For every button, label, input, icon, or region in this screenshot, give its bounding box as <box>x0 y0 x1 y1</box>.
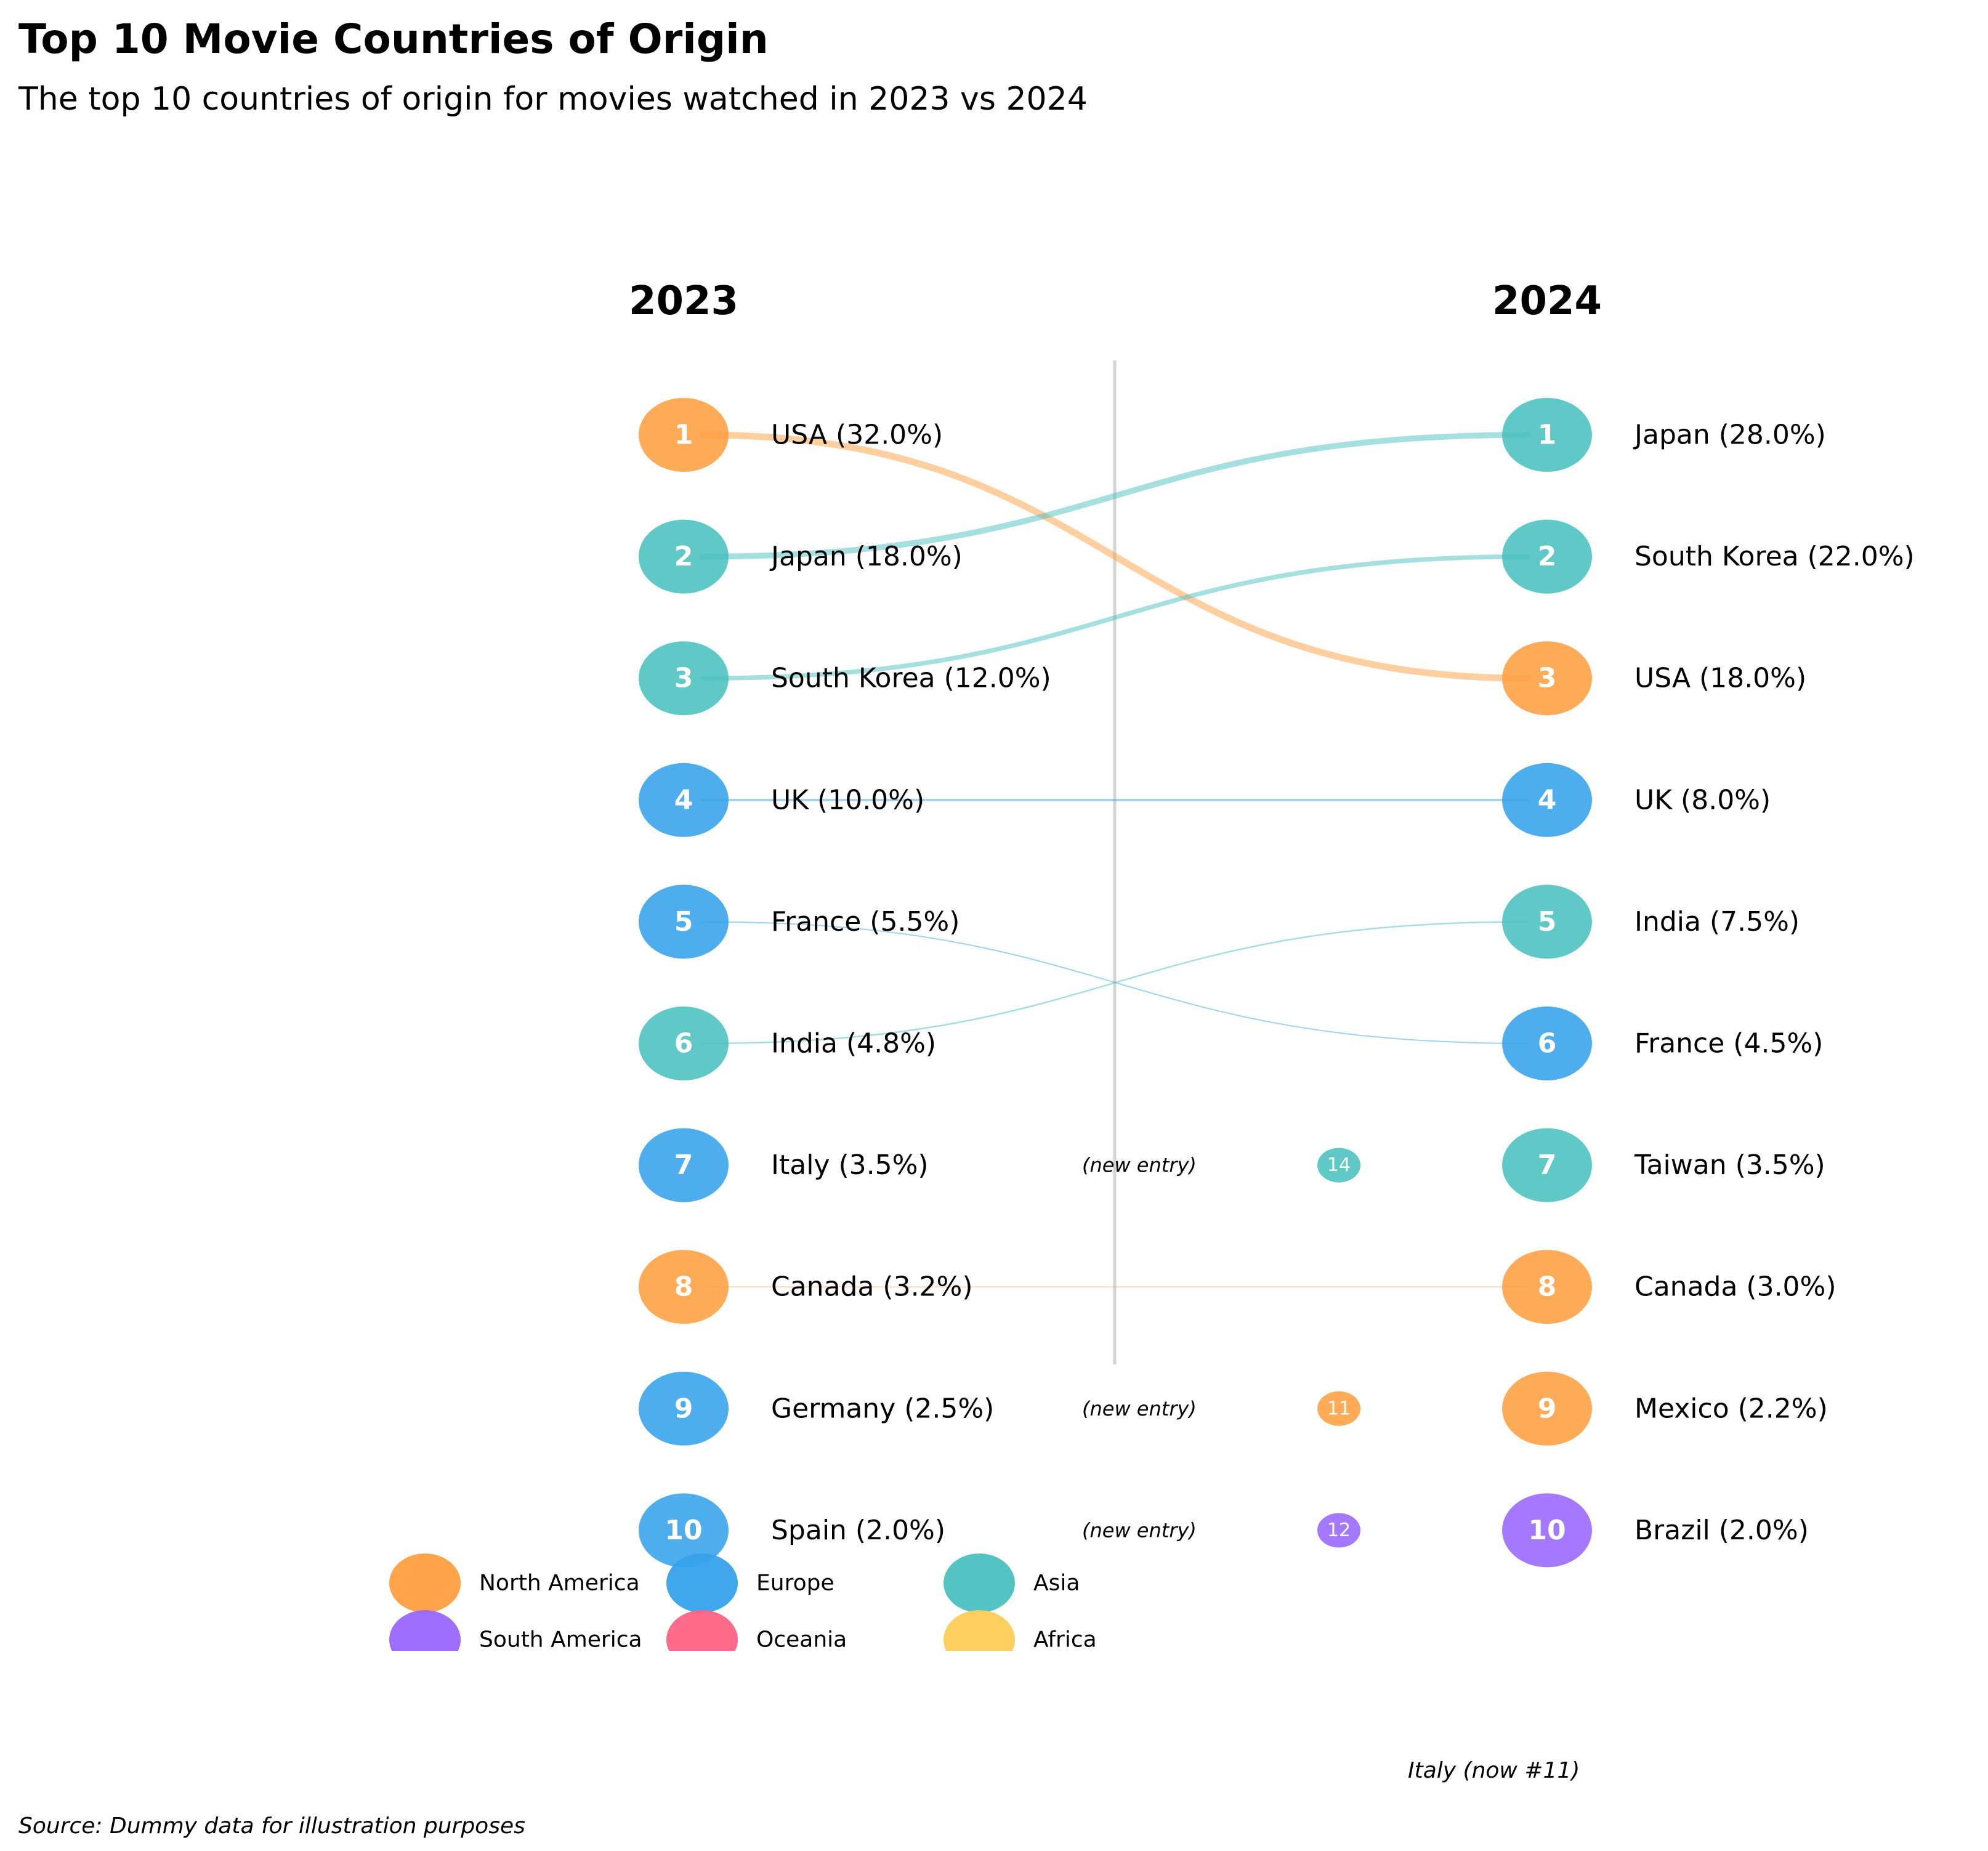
rank-number-2023-1: 1 <box>674 419 693 451</box>
marker-2024-rank-3 <box>1502 641 1592 716</box>
legend-swatch-africa <box>943 1610 1015 1651</box>
legend-swatch-oceania <box>666 1610 738 1651</box>
legend-label-south-america: South America <box>479 1627 642 1653</box>
country-label-2024-brazil: Brazil (2.0%) <box>1634 1515 1809 1546</box>
rank-number-2024-9: 9 <box>1538 1393 1557 1424</box>
source-note: Source: Dummy data for illustration purp… <box>18 1813 525 1839</box>
country-label-2024-canada: Canada (3.0%) <box>1634 1271 1836 1303</box>
rank-number-2024-10: 10 <box>1528 1515 1566 1546</box>
marker-2024-rank-2 <box>1502 519 1592 594</box>
legend-swatches <box>389 1553 1015 1651</box>
marker-2024-rank-5 <box>1502 885 1592 959</box>
year-2024-header: 2024 <box>1492 278 1602 324</box>
rank-number-2023-7: 7 <box>674 1149 693 1181</box>
chart-subtitle: The top 10 countries of origin for movie… <box>18 81 1088 118</box>
new-entry-label-taiwan: (new entry) <box>1082 1154 1197 1177</box>
country-label-2023-india: India (4.8%) <box>771 1028 936 1059</box>
marker-2023-rank-6 <box>639 1007 729 1080</box>
rank-number-2023-10: 10 <box>665 1515 702 1546</box>
country-label-2024-india: India (7.5%) <box>1634 906 1800 938</box>
rank-number-2023-2: 2 <box>674 541 693 572</box>
legend-swatch-south-america <box>389 1610 461 1651</box>
previous-rank-marker-mexico <box>1317 1391 1360 1426</box>
country-label-2023-south-korea: South Korea (12.0%) <box>771 663 1051 694</box>
marker-2024-rank-10 <box>1502 1493 1592 1568</box>
country-label-2023-uk: UK (10.0%) <box>771 784 924 816</box>
rank-number-2023-4: 4 <box>674 784 693 816</box>
country-label-2024-france: France (4.5%) <box>1634 1028 1823 1059</box>
italy-note: Italy (now #11) <box>1408 1758 1580 1783</box>
country-label-2024-mexico: Mexico (2.2%) <box>1634 1393 1828 1424</box>
country-label-2024-south-korea: South Korea (22.0%) <box>1634 541 1915 572</box>
rank-number-2024-7: 7 <box>1538 1149 1557 1181</box>
marker-2024-rank-9 <box>1502 1371 1592 1446</box>
country-label-2023-germany: Germany (2.5%) <box>771 1393 994 1424</box>
country-label-2024-taiwan: Taiwan (3.5%) <box>1634 1149 1825 1181</box>
year-2023-header: 2023 <box>629 278 738 324</box>
rank-number-2023-8: 8 <box>674 1271 693 1303</box>
rank-number-2024-1: 1 <box>1538 419 1557 451</box>
legend-label-europe: Europe <box>756 1571 834 1596</box>
rank-number-2023-3: 3 <box>674 663 693 694</box>
connection-japan <box>699 432 1532 560</box>
previous-rank-marker-brazil <box>1317 1513 1360 1548</box>
country-label-2023-canada: Canada (3.2%) <box>771 1271 973 1303</box>
rank-number-2023-9: 9 <box>674 1393 693 1424</box>
marker-2023-rank-3 <box>639 641 729 716</box>
marker-2023-rank-10 <box>639 1493 729 1568</box>
country-label-2023-spain: Spain (2.0%) <box>771 1515 945 1546</box>
rank-number-2023-5: 5 <box>674 906 693 938</box>
connection-india <box>701 921 1530 1045</box>
chart-title: Top 10 Movie Countries of Origin <box>18 15 769 63</box>
marker-2024-rank-1 <box>1502 398 1592 472</box>
rank-number-2024-4: 4 <box>1538 784 1557 816</box>
marker-2024-rank-8 <box>1502 1250 1592 1324</box>
country-label-2024-usa: USA (18.0%) <box>1634 663 1806 694</box>
legend-swatch-north-america <box>389 1553 461 1613</box>
country-label-2023-japan: Japan (18.0%) <box>769 541 963 572</box>
connection-lines <box>698 431 1532 1287</box>
marker-2023-rank-9 <box>639 1371 729 1446</box>
connection-usa <box>698 431 1532 682</box>
marker-2023-rank-5 <box>639 885 729 959</box>
marker-2023-rank-1 <box>639 398 729 472</box>
rank-number-2024-8: 8 <box>1538 1271 1557 1303</box>
legend-label-asia: Asia <box>1033 1571 1080 1596</box>
previous-rank-marker-taiwan <box>1317 1148 1360 1183</box>
marker-2024-rank-6 <box>1502 1007 1592 1080</box>
marker-2023-rank-2 <box>639 519 729 594</box>
marker-2023-rank-4 <box>639 763 729 837</box>
rank-number-2024-6: 6 <box>1538 1028 1557 1059</box>
marker-2024-rank-7 <box>1502 1128 1592 1202</box>
connection-south-korea <box>700 554 1531 681</box>
previous-rank-brazil: 12 <box>1327 1520 1351 1541</box>
country-label-2024-uk: UK (8.0%) <box>1634 784 1771 816</box>
legend-label-oceania: Oceania <box>756 1627 847 1653</box>
new-entry-label-mexico: (new entry) <box>1082 1397 1197 1420</box>
new-entry-label-brazil: (new entry) <box>1082 1518 1197 1542</box>
legend-label-africa: Africa <box>1033 1627 1097 1653</box>
country-label-2023-italy: Italy (3.5%) <box>771 1149 929 1181</box>
legend-label-north-america: North America <box>479 1571 640 1596</box>
rank-number-2024-5: 5 <box>1538 906 1557 938</box>
legend-swatch-asia <box>943 1553 1015 1613</box>
rank-markers: 1 USA (32.0%) 2 Japan (18.0%) 3 South Korea (… <box>639 398 1915 1568</box>
rank-number-2023-6: 6 <box>674 1028 693 1059</box>
country-label-2023-france: France (5.5%) <box>771 906 960 938</box>
rank-number-2024-2: 2 <box>1538 541 1557 572</box>
country-label-2024-japan: Japan (28.0%) <box>1633 419 1826 451</box>
marker-2023-rank-7 <box>639 1128 729 1202</box>
legend-swatch-europe <box>666 1553 738 1613</box>
marker-2024-rank-4 <box>1502 763 1592 837</box>
legend: North America Europe Asia South America Ocea… <box>389 1553 1097 1653</box>
previous-rank-mexico: 11 <box>1327 1398 1351 1419</box>
country-label-2023-usa: USA (32.0%) <box>771 419 943 451</box>
marker-2023-rank-8 <box>639 1250 729 1324</box>
previous-rank-taiwan: 14 <box>1327 1154 1351 1176</box>
rank-number-2024-3: 3 <box>1538 663 1557 694</box>
